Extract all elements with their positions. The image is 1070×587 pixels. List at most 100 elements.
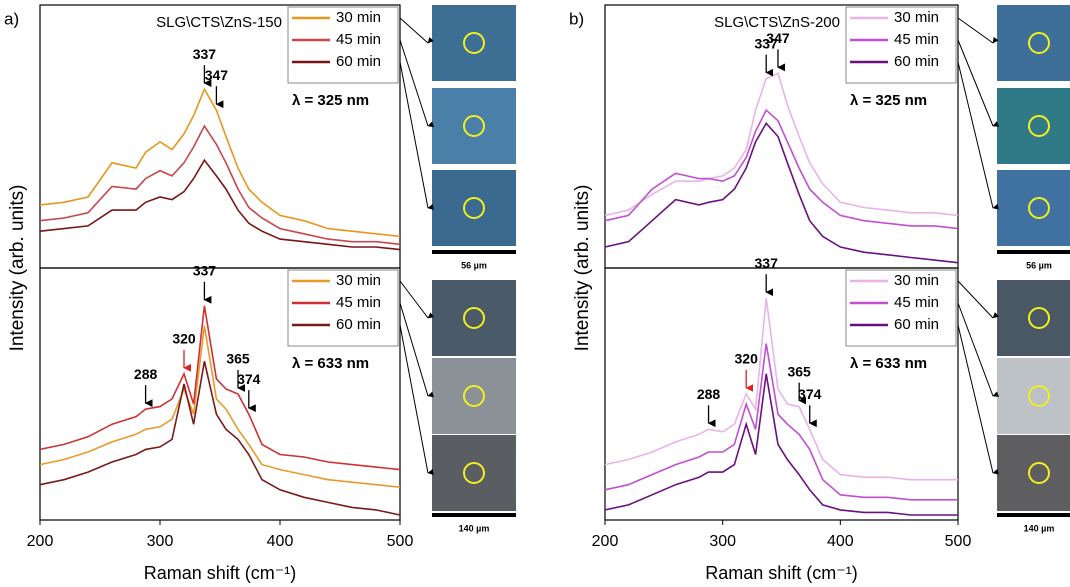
scale-bar-label: 140 µm [459,523,490,533]
legend-box [287,269,399,347]
plot-frame [604,267,959,521]
legend-label: 60 min [336,53,381,70]
peak-label: 337 [755,35,779,51]
x-tick-label: 400 [267,533,294,550]
x-tick-label: 500 [387,533,414,550]
spectrum-line [39,87,401,238]
peak-label: 347 [205,67,229,83]
pointer-arrow [957,17,999,44]
pointer-arrow [399,39,435,128]
spectrum-line [604,298,958,481]
peak-label: 288 [697,386,721,402]
peak-label: 337 [755,255,779,271]
spectrum-line [604,373,958,516]
legend-label: 45 min [894,31,939,48]
marker-circle [463,462,485,484]
wavelength-label: λ = 633 nm [850,355,927,372]
marker-circle [463,385,485,407]
marker-circle [1028,462,1050,484]
x-tick-label: 400 [827,533,854,550]
micrograph [997,88,1070,164]
marker-circle [1028,307,1050,329]
micrograph [997,435,1070,511]
x-axis-label: Raman shift (cm⁻¹) [705,563,858,583]
marker-circle [1028,197,1050,219]
legend-label: 60 min [894,316,939,333]
pointer-arrow [399,17,434,44]
spectrum-line [604,343,958,501]
micrograph [997,280,1070,356]
x-tick-label: 300 [709,533,736,550]
legend-label: 30 min [894,9,939,26]
pointer-arrow [957,280,999,319]
legend-label: 30 min [336,272,381,289]
y-axis-label: Intensity (arb. units) [572,185,593,352]
legend-box [845,269,957,347]
marker-circle [1028,115,1050,137]
panel-label: a) [4,9,19,28]
peak-label: 365 [226,351,250,367]
wavelength-label: λ = 325 nm [850,92,927,109]
pointer-arrow [957,324,999,475]
x-tick-label: 300 [147,533,174,550]
spectrum-line [39,305,401,471]
y-axis-label: Intensity (arb. units) [7,185,28,352]
x-tick-label: 200 [592,533,619,550]
peak-label: 365 [787,363,811,379]
legend-label: 45 min [336,294,381,311]
scale-bar-label: 56 µm [461,260,487,270]
spectrum-line [604,108,959,230]
pointer-arrow [957,302,1000,397]
panel-label: b) [569,9,584,28]
pointer-arrow [957,39,1000,127]
micrograph [432,170,516,246]
x-tick-label: 500 [945,533,972,550]
micrograph [432,88,516,164]
peak-label: 320 [735,351,759,367]
peak-label: 374 [798,386,822,402]
micrograph [432,5,516,81]
sample-label: SLG\CTS\ZnS-200 [714,14,840,31]
pointer-arrow [399,280,435,319]
micrograph [432,358,516,434]
marker-circle [1028,32,1050,54]
legend-box [845,6,957,84]
sample-label: SLG\CTS\ZnS-150 [156,14,282,31]
micrograph [997,170,1070,246]
marker-circle [463,307,485,329]
peak-label: 347 [766,30,790,46]
pointer-arrow [957,61,999,210]
x-axis-label: Raman shift (cm⁻¹) [144,563,297,583]
legend-label: 45 min [336,31,381,48]
legend-box [287,6,399,84]
peak-label: 288 [134,366,158,382]
peak-label: 320 [172,331,196,347]
scale-bar-label: 56 µm [1026,260,1052,270]
peak-label: 374 [237,371,261,387]
peak-label: 337 [193,263,217,279]
micrograph [432,280,516,356]
legend-label: 45 min [894,294,939,311]
pointer-arrow [399,61,434,210]
micrograph [432,435,516,511]
wavelength-label: λ = 325 nm [292,92,369,109]
wavelength-label: λ = 633 nm [292,355,369,372]
marker-circle [463,197,485,219]
scale-bar-label: 140 µm [1024,523,1055,533]
marker-circle [1028,385,1050,407]
legend-label: 30 min [336,9,381,26]
marker-circle [463,32,485,54]
marker-circle [463,115,485,137]
legend-label: 60 min [336,316,381,333]
micrograph [997,5,1070,81]
plot-frame [39,267,401,521]
legend-label: 30 min [894,272,939,289]
spectrum-line [39,124,401,246]
spectrum-line [39,325,401,488]
legend-label: 60 min [894,53,939,70]
x-tick-label: 200 [27,533,54,550]
pointer-arrow [399,302,435,398]
micrograph [997,358,1070,434]
pointer-arrow [399,324,434,475]
